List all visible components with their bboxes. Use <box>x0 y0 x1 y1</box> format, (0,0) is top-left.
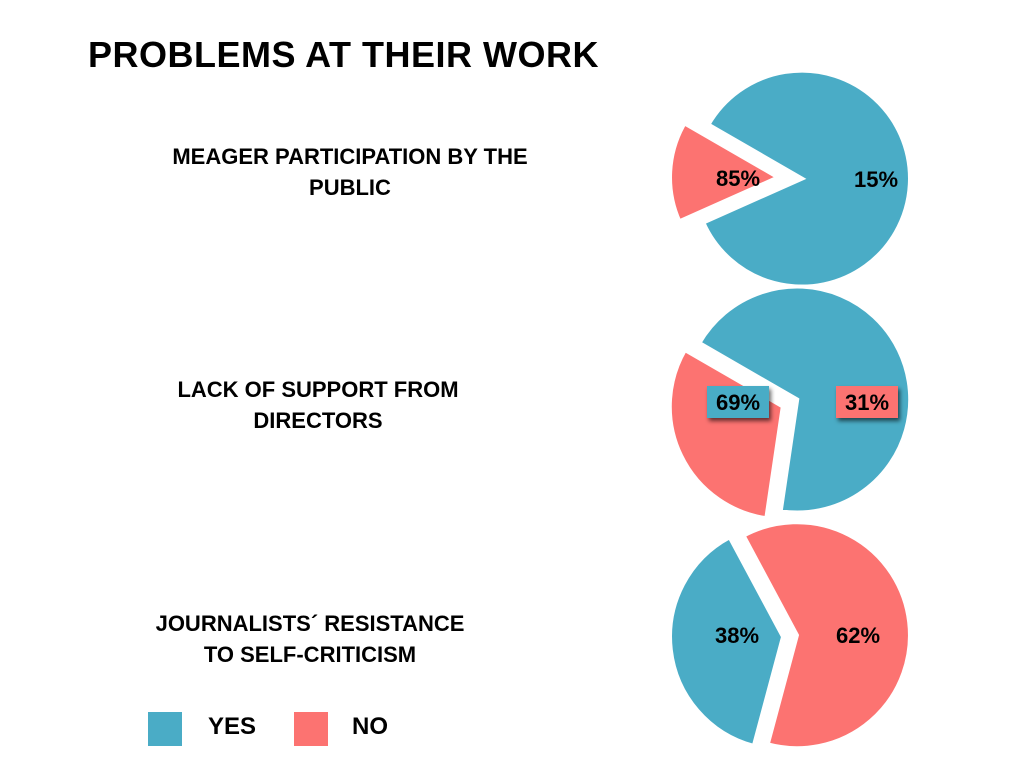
pie-chart-2: 38% 62% <box>668 520 912 751</box>
data-label-yes: 38% <box>715 623 759 648</box>
pie-chart-1: 69% 31% <box>667 284 913 521</box>
data-label-no: 15% <box>854 167 898 192</box>
data-label-box <box>707 386 769 418</box>
data-label-no: 62% <box>836 623 880 648</box>
pie-slice-yes <box>696 284 913 515</box>
page-title: PROBLEMS AT THEIR WORK <box>88 34 599 75</box>
data-label-yes: 69% <box>716 390 760 415</box>
legend-swatch-yes <box>148 712 182 746</box>
data-label-yes: 85% <box>716 166 760 191</box>
chart-label-line: MEAGER PARTICIPATION BY THE <box>172 144 528 169</box>
chart-label-meager-participation: MEAGER PARTICIPATION BY THE PUBLIC <box>120 141 580 203</box>
legend-swatch-no <box>294 712 328 746</box>
pie-slice-yes <box>668 534 786 749</box>
chart-label-line: DIRECTORS <box>253 408 383 433</box>
pie-slice-yes <box>700 68 912 289</box>
chart-label-line: JOURNALISTS´ RESISTANCE <box>155 611 465 636</box>
chart-label-line: TO SELF-CRITICISM <box>203 642 417 667</box>
data-label-no: 31% <box>845 390 889 415</box>
chart-label-journalists-resistance: JOURNALISTS´ RESISTANCE TO SELF-CRITICIS… <box>80 608 540 670</box>
chart-label-lack-of-support: LACK OF SUPPORT FROM DIRECTORS <box>88 374 548 436</box>
data-label-box <box>836 386 898 418</box>
pie-chart-0: 85% 15% <box>668 68 912 289</box>
legend-label-yes: YES <box>208 713 257 740</box>
legend-label-no: NO <box>352 713 388 740</box>
chart-label-line: PUBLIC <box>309 175 391 200</box>
pie-slice-no <box>668 120 783 224</box>
pie-slice-no <box>740 520 912 751</box>
chart-label-line: LACK OF SUPPORT FROM <box>177 377 459 402</box>
